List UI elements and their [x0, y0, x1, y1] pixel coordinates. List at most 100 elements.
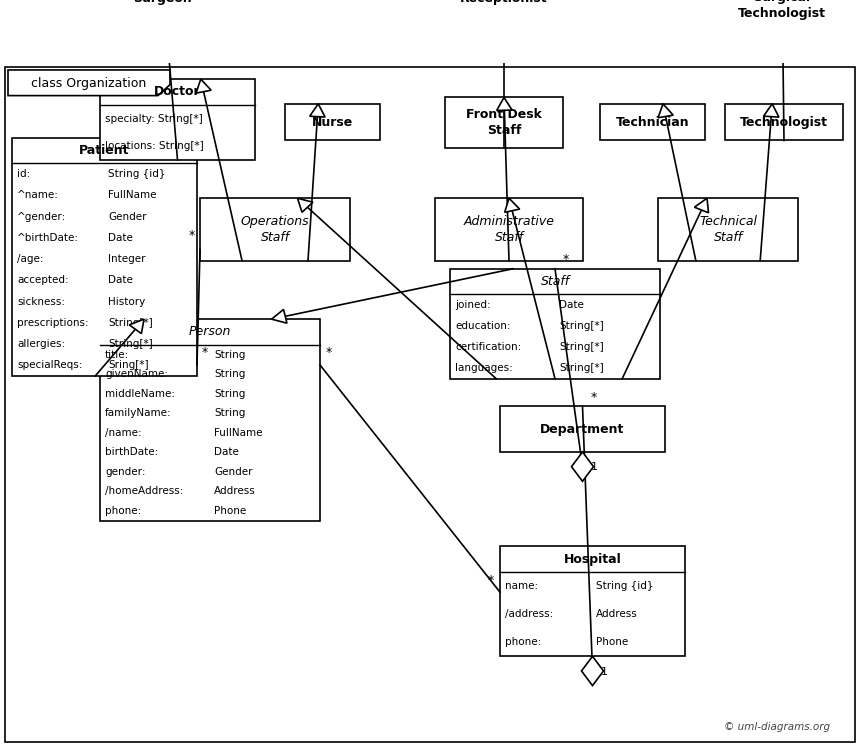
Text: Surgical
Technologist: Surgical Technologist	[738, 0, 826, 20]
Polygon shape	[129, 319, 144, 334]
Text: id:: id:	[17, 169, 30, 179]
Polygon shape	[310, 104, 325, 117]
Text: Administrative
Staff: Administrative Staff	[464, 215, 555, 244]
Text: *: *	[326, 347, 332, 359]
Bar	[500, 406, 665, 452]
Bar	[445, 97, 563, 148]
Text: *: *	[488, 574, 494, 586]
Text: Hospital: Hospital	[563, 553, 622, 565]
Text: Technical
Staff: Technical Staff	[699, 215, 757, 244]
Text: Date: Date	[108, 276, 133, 285]
Text: String {id}: String {id}	[596, 581, 654, 591]
Text: Address: Address	[596, 609, 638, 619]
Text: String[*]: String[*]	[108, 317, 153, 328]
Text: Date: Date	[559, 300, 584, 310]
Text: *: *	[202, 347, 208, 359]
Text: givenName:: givenName:	[105, 369, 168, 379]
Text: 1: 1	[591, 462, 598, 472]
Bar	[200, 198, 350, 261]
Bar	[718, 0, 846, 31]
Bar	[445, 0, 563, 17]
Polygon shape	[764, 104, 779, 117]
Text: String: String	[214, 350, 246, 359]
Text: String[*]: String[*]	[559, 342, 604, 352]
Text: Person: Person	[189, 326, 231, 338]
Text: *: *	[563, 253, 569, 266]
Text: birthDate:: birthDate:	[105, 447, 158, 457]
Text: Patient: Patient	[79, 144, 130, 157]
Polygon shape	[497, 97, 512, 111]
Text: phone:: phone:	[505, 637, 541, 647]
Text: /age:: /age:	[17, 254, 44, 264]
Text: Gender: Gender	[214, 467, 253, 477]
Polygon shape	[298, 198, 313, 212]
Bar	[435, 198, 583, 261]
Text: Operations
Staff: Operations Staff	[241, 215, 310, 244]
Text: Surgeon: Surgeon	[133, 0, 192, 5]
Text: Integer: Integer	[108, 254, 145, 264]
Text: middleName:: middleName:	[105, 388, 175, 399]
Text: gender:: gender:	[105, 467, 145, 477]
Bar	[12, 137, 197, 376]
Polygon shape	[581, 657, 604, 686]
Text: History: History	[108, 297, 145, 306]
Text: ^gender:: ^gender:	[17, 211, 66, 222]
Text: Sring[*]: Sring[*]	[108, 360, 149, 371]
Text: Receptionist: Receptionist	[460, 0, 548, 5]
Text: Date: Date	[108, 233, 133, 243]
Bar	[600, 104, 705, 140]
Text: Nurse: Nurse	[312, 116, 353, 128]
Polygon shape	[505, 198, 519, 212]
Text: Doctor: Doctor	[154, 85, 201, 99]
Text: Phone: Phone	[214, 506, 247, 516]
Text: title:: title:	[105, 350, 129, 359]
Bar	[100, 79, 255, 160]
Text: Date: Date	[214, 447, 239, 457]
Text: /homeAddress:: /homeAddress:	[105, 486, 183, 497]
Text: String: String	[214, 369, 246, 379]
Text: ^birthDate:: ^birthDate:	[17, 233, 79, 243]
Text: *: *	[188, 229, 195, 242]
Text: specialty: String[*]: specialty: String[*]	[105, 114, 203, 123]
Text: specialReqs:: specialReqs:	[17, 360, 83, 371]
Text: String {id}: String {id}	[108, 169, 166, 179]
Text: Staff: Staff	[540, 275, 569, 288]
Polygon shape	[694, 198, 709, 213]
Polygon shape	[272, 309, 287, 323]
Text: String: String	[214, 408, 246, 418]
Text: /name:: /name:	[105, 428, 142, 438]
Text: Phone: Phone	[596, 637, 629, 647]
Text: phone:: phone:	[105, 506, 141, 516]
Text: /address:: /address:	[505, 609, 553, 619]
Text: name:: name:	[505, 581, 538, 591]
Text: FullName: FullName	[108, 190, 157, 200]
Polygon shape	[658, 104, 673, 118]
Text: class Organization: class Organization	[31, 77, 146, 90]
Text: prescriptions:: prescriptions:	[17, 317, 89, 328]
Text: ^name:: ^name:	[17, 190, 58, 200]
Bar	[450, 269, 660, 379]
Text: FullName: FullName	[214, 428, 263, 438]
Text: allergies:: allergies:	[17, 339, 65, 349]
Text: Department: Department	[540, 423, 624, 436]
Text: String[*]: String[*]	[108, 339, 153, 349]
Text: accepted:: accepted:	[17, 276, 69, 285]
Polygon shape	[8, 70, 170, 96]
Polygon shape	[572, 452, 593, 481]
Text: *: *	[591, 391, 597, 403]
Text: 1: 1	[600, 666, 607, 677]
Bar	[110, 0, 215, 17]
Polygon shape	[196, 79, 212, 93]
Text: String[*]: String[*]	[559, 363, 604, 374]
Bar	[100, 319, 320, 521]
Text: joined:: joined:	[455, 300, 490, 310]
Bar	[658, 198, 798, 261]
Text: Technologist: Technologist	[740, 116, 828, 128]
Text: locations: String[*]: locations: String[*]	[105, 141, 204, 151]
Text: sickness:: sickness:	[17, 297, 65, 306]
Text: education:: education:	[455, 321, 511, 331]
Bar	[285, 104, 380, 140]
Text: String[*]: String[*]	[559, 321, 604, 331]
Text: String: String	[214, 388, 246, 399]
Text: Technician: Technician	[616, 116, 690, 128]
